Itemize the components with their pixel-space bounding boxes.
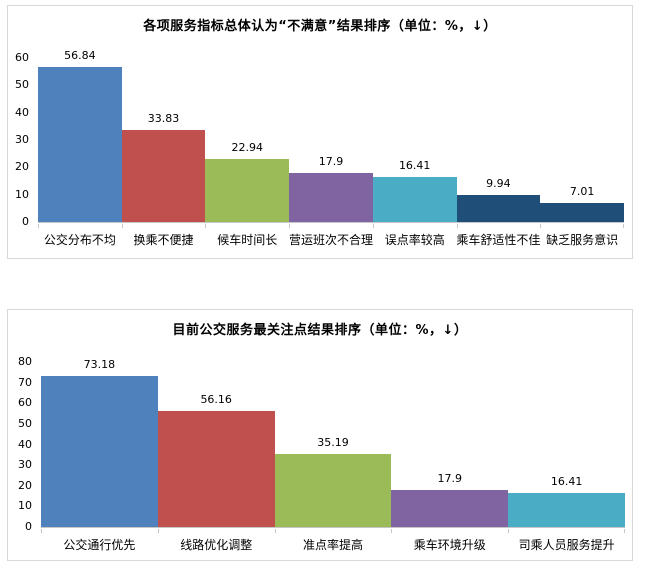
x-tick-mark [540, 224, 542, 228]
bar [274, 454, 392, 527]
bar [41, 376, 158, 527]
bar [157, 411, 275, 527]
x-category-label: 营运班次不合理 [288, 233, 373, 247]
x-tick-mark [41, 529, 42, 533]
bar-value-label: 7.01 [569, 184, 595, 198]
bar [372, 177, 457, 222]
chart-title: 目前公交服务最关注点结果排序（单位：%，↓） [172, 323, 468, 338]
bar-value-label: 56.84 [64, 48, 96, 62]
y-tick-label: 40 [18, 437, 32, 451]
x-tick-mark [289, 224, 291, 228]
bar [205, 159, 290, 222]
x-tick-mark [274, 529, 276, 533]
bar-value-label: 33.83 [147, 111, 180, 125]
bar-value-label: 73.18 [83, 358, 116, 372]
dissatisfaction-ranking-chart-panel: 各项服务指标总体认为“不满意”结果排序（单位：%，↓） 56.84 33.83 22… [7, 5, 633, 259]
y-tick-label: 10 [18, 499, 32, 513]
bar-value-label: 17.9 [437, 472, 463, 486]
x-tick-mark [157, 529, 159, 533]
x-tick-mark [624, 529, 625, 533]
x-category-label: 候车时间长 [217, 233, 278, 247]
bar [508, 493, 625, 527]
bar-value-label: 9.94 [486, 176, 511, 190]
x-category-label: 误点率较高 [384, 233, 445, 247]
y-tick-label: 10 [15, 187, 29, 201]
y-tick-label: 40 [15, 105, 29, 119]
bar-value-label: 16.41 [398, 159, 431, 173]
bar [289, 173, 373, 222]
y-tick-label: 60 [15, 51, 29, 64]
bar-value-label: 35.19 [317, 436, 349, 450]
x-category-label: 公交分布不均 [43, 233, 116, 247]
x-tick-mark [372, 224, 374, 228]
x-category-label: 换乘不便捷 [133, 233, 194, 247]
plot-area: 56.84 33.83 22.94 17.9 16.41 9.94 7.01 [38, 49, 624, 223]
y-tick-label: 50 [18, 416, 32, 430]
bar-value-label: 22.94 [231, 141, 264, 155]
bar [38, 66, 122, 222]
y-tick-label: 0 [22, 215, 29, 228]
y-tick-label: 0 [25, 520, 32, 533]
x-category-label: 公交通行优先 [63, 538, 136, 552]
plot-area: 73.18 56.16 35.19 17.9 16.41 [41, 358, 625, 528]
x-category-label: 准点率提高 [302, 538, 363, 552]
y-tick-label: 30 [15, 133, 29, 146]
x-tick-mark [508, 529, 510, 533]
x-tick-mark [38, 224, 39, 228]
x-tick-mark [456, 224, 458, 228]
y-tick-label: 20 [15, 160, 29, 174]
y-tick-label: 80 [18, 355, 32, 368]
y-tick-label: 20 [18, 478, 32, 492]
x-tick-mark [121, 224, 123, 228]
x-tick-mark [391, 529, 393, 533]
bar [540, 202, 624, 222]
focus-ranking-chart-panel: 目前公交服务最关注点结果排序（单位：%，↓） 73.18 56.16 35.19 17… [7, 309, 633, 561]
x-category-label: 线路优化调整 [180, 538, 253, 552]
chart-title: 各项服务指标总体认为“不满意”结果排序（单位：%，↓） [143, 19, 497, 34]
x-tick-mark [623, 224, 624, 228]
bar [456, 194, 541, 222]
bar-value-label: 16.41 [550, 475, 583, 489]
y-tick-label: 60 [18, 396, 32, 410]
bar [121, 129, 206, 222]
y-tick-label: 70 [18, 375, 32, 389]
x-tick-mark [205, 224, 207, 228]
bar-value-label: 17.9 [318, 155, 344, 169]
y-tick-label: 50 [15, 78, 29, 92]
x-category-label: 乘车舒适性不佳 [456, 233, 541, 247]
y-tick-label: 30 [18, 458, 32, 472]
x-category-label: 乘车环境升级 [413, 538, 486, 552]
bar [391, 490, 509, 527]
x-category-label: 司乘人员服务提升 [518, 538, 615, 552]
x-category-label: 缺乏服务意识 [546, 233, 619, 247]
bar-value-label: 56.16 [200, 393, 232, 407]
